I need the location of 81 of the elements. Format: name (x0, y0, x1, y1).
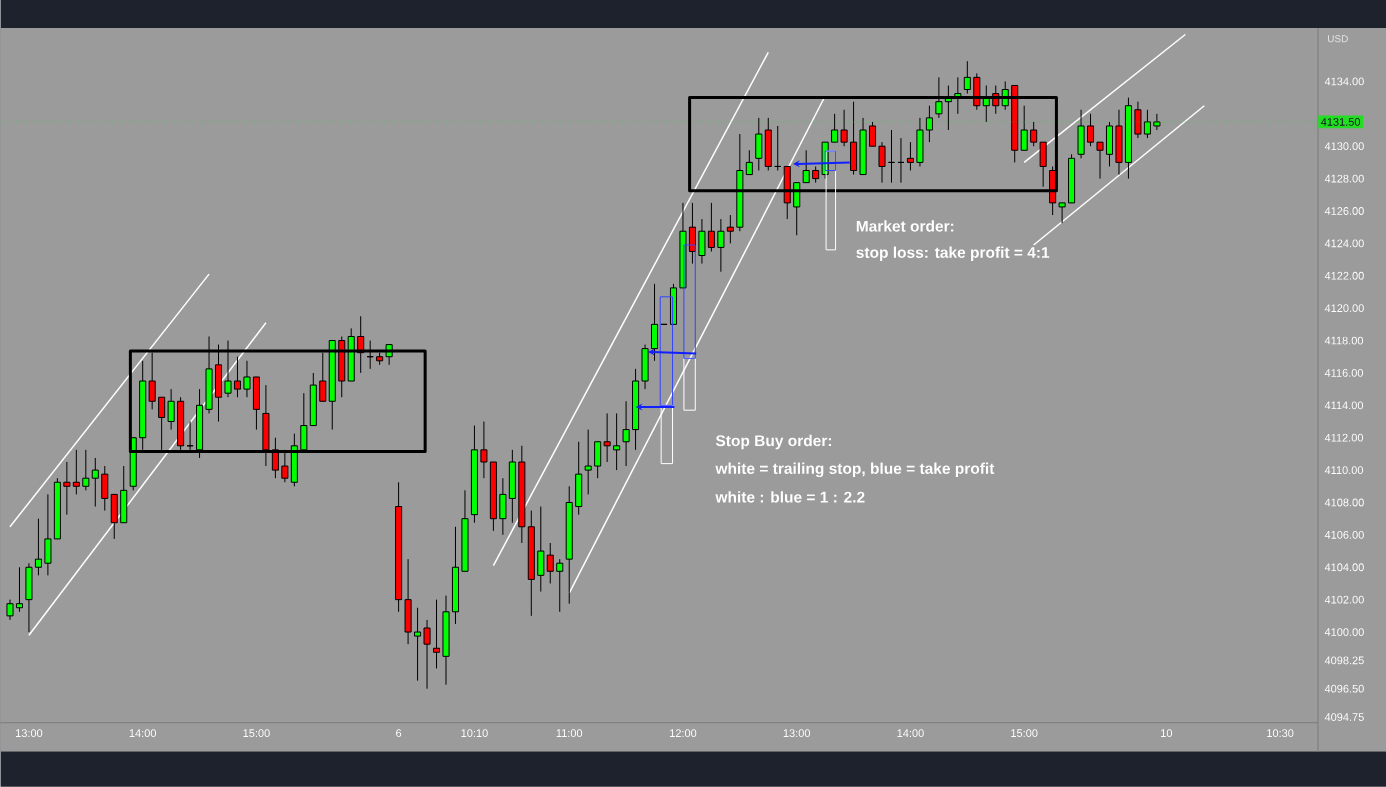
candlestick (831, 113, 839, 143)
candlestick (423, 619, 431, 690)
candlestick (556, 558, 564, 613)
y-tick-label: 4108.00 (1324, 498, 1364, 507)
candlestick (906, 141, 914, 172)
y-tick-label: 4102.00 (1324, 595, 1364, 604)
candlestick (745, 149, 753, 176)
x-tick-label: 6 (396, 729, 402, 738)
y-tick-label: 4130.00 (1324, 142, 1364, 151)
candlestick (243, 360, 251, 398)
annotation: white : blue = 1 : 2.2 (715, 491, 865, 503)
annotation: white = trailing stop, blue = take profit (715, 462, 995, 478)
candlestick (1153, 113, 1161, 131)
candlestick (726, 214, 734, 245)
y-tick-label: 4106.00 (1324, 531, 1364, 539)
x-tick-label: 14:00 (129, 729, 157, 738)
x-tick-label: 15:00 (1011, 729, 1038, 738)
y-tick-label: 4122.00 (1324, 272, 1364, 280)
candlestick (1096, 141, 1104, 180)
y-tick-label: 4112.00 (1324, 433, 1364, 442)
candlestick (319, 352, 327, 402)
x-tick-label: 12:00 (670, 729, 697, 738)
candlestick (480, 421, 488, 479)
annotation: Stop Buy order: (715, 434, 832, 450)
candlestick (414, 607, 422, 682)
candlestick (1143, 109, 1151, 139)
candlestick (34, 518, 42, 576)
candlestick (584, 429, 592, 496)
y-axis-title: USD (1327, 35, 1348, 43)
candlestick (1087, 113, 1095, 147)
candlestick (707, 202, 715, 253)
y-tick-label: 4114.00 (1324, 401, 1364, 410)
y-tick-label: 4098.25 (1324, 656, 1364, 665)
candlestick (1030, 121, 1038, 147)
candlestick (6, 599, 14, 621)
x-tick-label: 10 (1161, 729, 1173, 738)
x-tick-label: 10:30 (1267, 729, 1294, 738)
annotation: stop loss: take profit = 4:1 (856, 246, 1050, 262)
y-tick-label: 4100.00 (1324, 628, 1364, 637)
y-tick-label: 4126.00 (1324, 207, 1364, 216)
candlestick (925, 105, 933, 143)
candlestick (91, 457, 99, 508)
candlestick (233, 356, 242, 398)
candlestick (167, 388, 175, 431)
y-tick-label: 4124.00 (1324, 239, 1364, 248)
y-tick-label: 4104.00 (1324, 563, 1364, 572)
x-tick-label: 14:00 (897, 729, 924, 738)
candlestick (148, 352, 156, 411)
candlestick (840, 109, 848, 147)
candlestick (603, 413, 611, 463)
candlestick (802, 149, 810, 184)
ref-line-label: 4131.50 (1320, 118, 1361, 126)
candlestick (613, 413, 621, 471)
candlestick (63, 461, 71, 516)
y-tick-label: 4096.50 (1324, 684, 1364, 693)
candlestick (963, 60, 971, 95)
x-tick-label: 13:00 (783, 729, 811, 738)
candlestick (717, 218, 725, 273)
candlestick (15, 566, 23, 613)
candlestick (432, 599, 441, 670)
x-tick-label: 13:00 (16, 729, 43, 738)
y-tick-label: 4118.00 (1324, 336, 1364, 345)
candlestick (1020, 105, 1028, 151)
candlestick (72, 449, 80, 496)
candlestick (1058, 202, 1066, 224)
candlestick (869, 121, 877, 147)
candlestick (158, 396, 166, 451)
y-tick-label: 4134.00 (1324, 77, 1364, 86)
candlestick (546, 542, 554, 585)
y-tick-label: 4110.00 (1324, 466, 1364, 475)
y-tick-label: 4128.00 (1324, 174, 1364, 183)
x-tick-label: 15:00 (243, 729, 270, 738)
annotation: Market order: (856, 220, 954, 232)
candlestick (622, 400, 630, 467)
y-tick-label: 4116.00 (1324, 369, 1364, 377)
x-tick-label: 11:00 (556, 729, 583, 738)
candlestick (82, 449, 90, 491)
candlestick (878, 141, 886, 184)
x-tick-label: 10:10 (461, 729, 488, 738)
y-tick-label: 4094.75 (1324, 713, 1364, 722)
y-tick-label: 4120.00 (1324, 304, 1364, 313)
